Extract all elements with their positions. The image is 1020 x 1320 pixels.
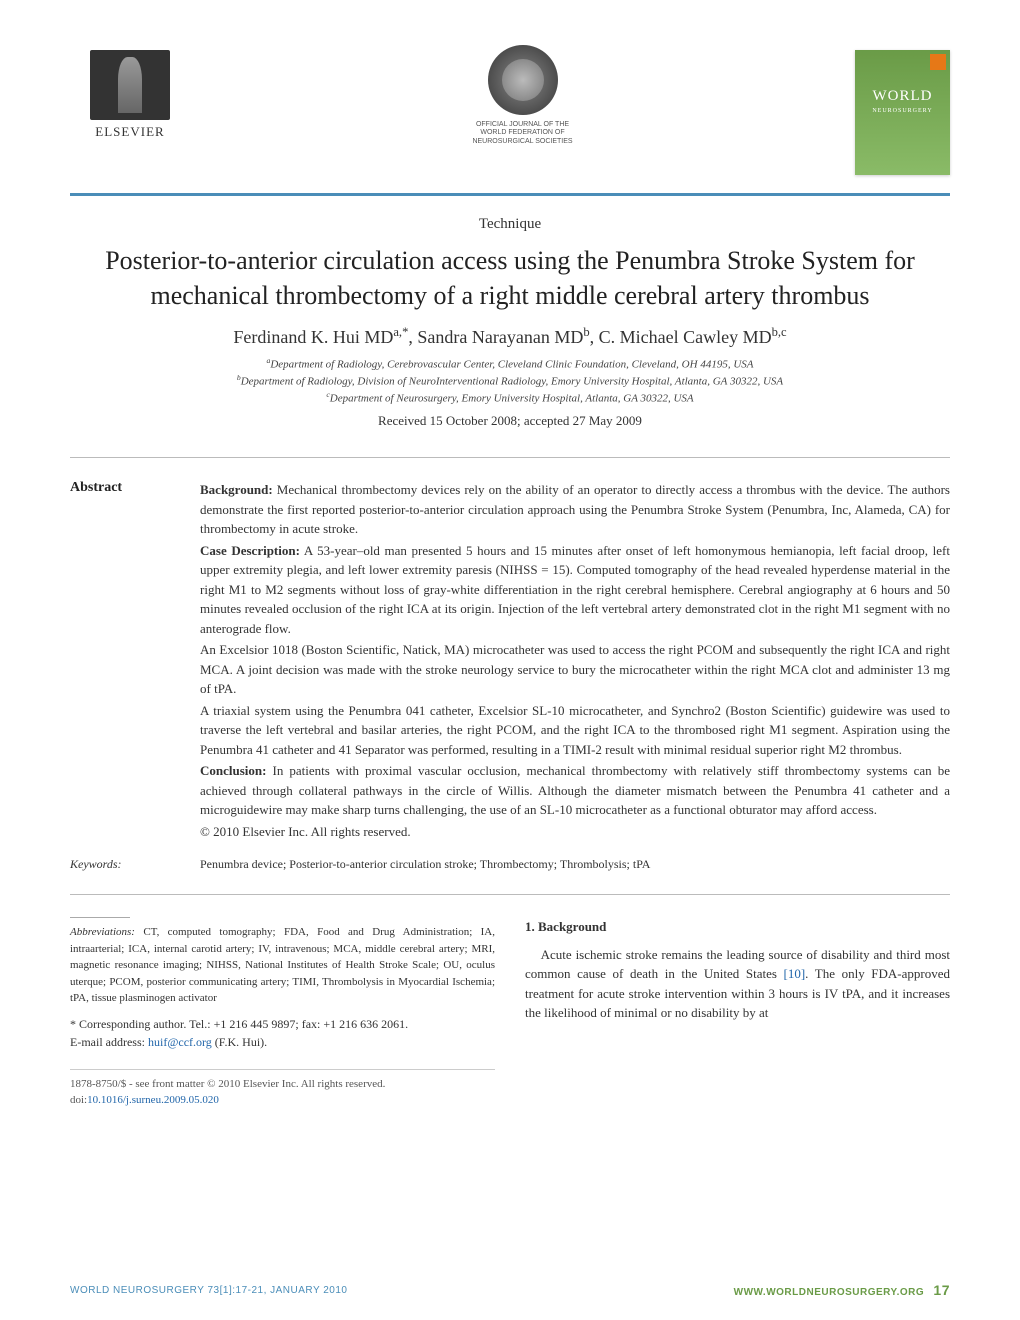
abstract-background-head: Background: <box>200 482 273 497</box>
citation-link[interactable]: [10] <box>784 966 806 981</box>
section-1-head: 1. Background <box>525 917 950 937</box>
footer-citation: WORLD NEUROSURGERY 73[1]:17-21, JANUARY … <box>70 1285 347 1296</box>
article-title: Posterior-to-anterior circulation access… <box>70 243 950 313</box>
affil-a: aDepartment of Radiology, Cerebrovascula… <box>70 356 950 373</box>
email-link[interactable]: huif@ccf.org <box>148 1035 212 1049</box>
journal-cover: WORLD NEUROSURGERY <box>855 50 950 175</box>
keywords-label: Keywords: <box>70 857 200 872</box>
abstract-rule-top <box>70 457 950 458</box>
page-footer: WORLD NEUROSURGERY 73[1]:17-21, JANUARY … <box>70 1282 950 1298</box>
publisher-logo: ELSEVIER <box>70 50 190 145</box>
abstract-copyright: © 2010 Elsevier Inc. All rights reserved… <box>200 822 950 842</box>
elsevier-tree-icon <box>90 50 170 120</box>
doi-prefix: doi: <box>70 1094 87 1106</box>
left-column: Abbreviations: CT, computed tomography; … <box>70 917 495 1109</box>
affil-b: bDepartment of Radiology, Division of Ne… <box>70 373 950 390</box>
right-column: 1. Background Acute ischemic stroke rema… <box>525 917 950 1109</box>
federation-seal-icon <box>488 45 558 115</box>
keywords-row: Keywords: Penumbra device; Posterior-to-… <box>70 857 950 872</box>
abstract-case-p1: A 53-year–old man presented 5 hours and … <box>200 543 950 636</box>
corresponding-author: * Corresponding author. Tel.: +1 216 445… <box>70 1015 495 1051</box>
affil-c: cDepartment of Neurosurgery, Emory Unive… <box>70 390 950 407</box>
abstract-block: Abstract Background: Mechanical thrombec… <box>70 480 950 843</box>
footnote-divider <box>70 917 130 918</box>
authors: Ferdinand K. Hui MDa,*, Sandra Narayanan… <box>70 325 950 348</box>
doi-line: doi:10.1016/j.surneu.2009.05.020 <box>70 1092 495 1109</box>
cover-title: WORLD <box>855 88 950 105</box>
abstract-rule-bottom <box>70 894 950 895</box>
abstract-body: Background: Mechanical thrombectomy devi… <box>200 480 950 843</box>
cover-subtitle: NEUROSURGERY <box>855 108 950 114</box>
page-number: 17 <box>933 1282 950 1298</box>
abbreviations: Abbreviations: CT, computed tomography; … <box>70 924 495 1007</box>
abbrev-label: Abbreviations: <box>70 926 135 938</box>
federation-caption: OFFICIAL JOURNAL OF THE WORLD FEDERATION… <box>472 121 572 146</box>
publisher-name: ELSEVIER <box>95 124 164 140</box>
header-rule <box>70 193 950 196</box>
cover-publisher-mark-icon <box>930 54 946 70</box>
header-row: ELSEVIER OFFICIAL JOURNAL OF THE WORLD F… <box>70 50 950 175</box>
article-dates: Received 15 October 2008; accepted 27 Ma… <box>70 413 950 429</box>
keywords-body: Penumbra device; Posterior-to-anterior c… <box>200 857 950 872</box>
abstract-case-p2: An Excelsior 1018 (Boston Scientific, Na… <box>200 640 950 699</box>
doi-link[interactable]: 10.1016/j.surneu.2009.05.020 <box>87 1094 219 1106</box>
corr-line1: * Corresponding author. Tel.: +1 216 445… <box>70 1015 495 1033</box>
article-type: Technique <box>70 216 950 233</box>
abstract-label: Abstract <box>70 480 200 843</box>
footer-url: WWW.WORLDNEUROSURGERY.ORG <box>734 1287 924 1298</box>
body-columns: Abbreviations: CT, computed tomography; … <box>70 917 950 1109</box>
abstract-background: Mechanical thrombectomy devices rely on … <box>200 482 950 536</box>
abstract-case-head: Case Description: <box>200 543 300 558</box>
affiliations: aDepartment of Radiology, Cerebrovascula… <box>70 356 950 407</box>
abstract-case-p3: A triaxial system using the Penumbra 041… <box>200 701 950 760</box>
footer-right-group: WWW.WORLDNEUROSURGERY.ORG 17 <box>734 1282 950 1298</box>
email-label: E-mail address: <box>70 1035 145 1049</box>
email-after: (F.K. Hui). <box>215 1035 267 1049</box>
federation-logo: OFFICIAL JOURNAL OF THE WORLD FEDERATION… <box>453 45 593 146</box>
abstract-conclusion: In patients with proximal vascular occlu… <box>200 763 950 817</box>
abstract-conclusion-head: Conclusion: <box>200 763 266 778</box>
front-matter-line: 1878-8750/$ - see front matter © 2010 El… <box>70 1069 495 1109</box>
front-matter-text: 1878-8750/$ - see front matter © 2010 El… <box>70 1076 495 1093</box>
corr-email-line: E-mail address: huif@ccf.org (F.K. Hui). <box>70 1033 495 1051</box>
section-1-para: Acute ischemic stroke remains the leadin… <box>525 945 950 1023</box>
